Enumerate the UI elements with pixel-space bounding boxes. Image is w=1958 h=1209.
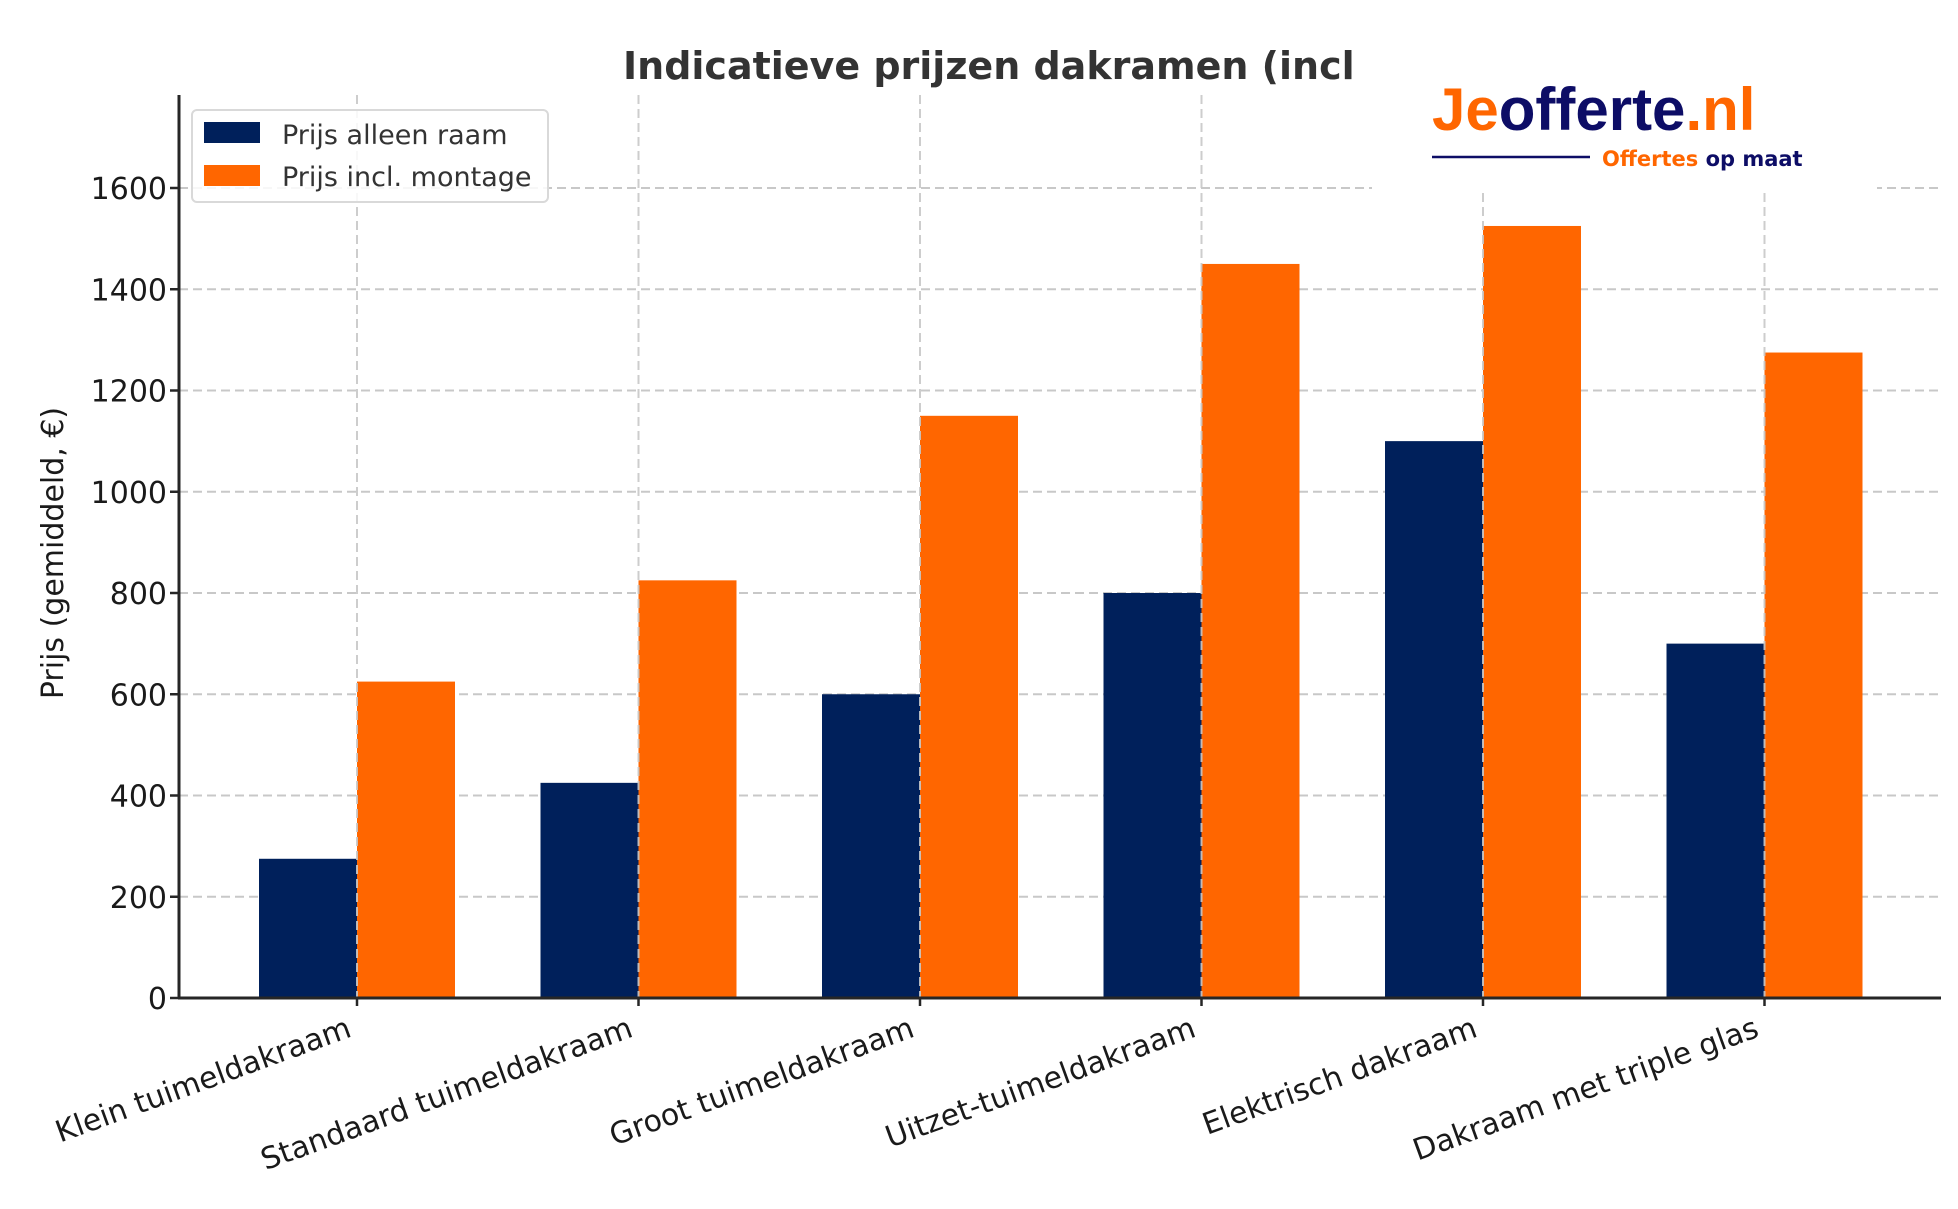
y-tick-label: 1000 [91, 476, 167, 511]
x-tick-label: Groot tuimeldakraam [605, 1011, 919, 1154]
legend-label-alleen-raam: Prijs alleen raam [282, 120, 508, 151]
logo-tagline-offertes: Offertes [1602, 147, 1698, 171]
y-ticks: 0 200 400 600 800 1000 1200 1400 1600 [91, 172, 179, 1017]
bar-incl-montage [1201, 263, 1300, 998]
legend-swatch-alleen-raam [204, 122, 260, 143]
y-tick-label: 400 [110, 780, 167, 815]
y-tick-label: 0 [148, 982, 167, 1017]
logo-text-je: Je [1432, 76, 1499, 143]
y-tick-label: 1400 [91, 273, 167, 308]
y-tick-label: 800 [110, 577, 167, 612]
bar-alleen-raam [822, 694, 920, 998]
bar-incl-montage [638, 580, 737, 998]
bar-incl-montage [1483, 225, 1581, 998]
bars [259, 225, 1863, 998]
logo-wordmark: Jeofferte.nl [1432, 76, 1755, 143]
legend-label-incl-montage: Prijs incl. montage [282, 162, 532, 193]
legend-box [191, 109, 549, 203]
y-tick-label: 1200 [91, 375, 167, 410]
bar-alleen-raam [259, 858, 357, 998]
y-axis-label: Prijs (gemiddeld, €) [36, 407, 71, 699]
jeofferte-logo: Jeofferte.nl Offertes op maat [1372, 62, 1877, 190]
y-tick-label: 600 [110, 678, 167, 713]
vertical-grid-lines [356, 95, 1766, 998]
logo-background [1372, 62, 1877, 190]
logo-tagline: Offertes op maat [1602, 147, 1803, 171]
legend: Prijs alleen raam Prijs incl. montage [191, 109, 549, 203]
bar-alleen-raam [1666, 643, 1765, 998]
axes [177, 95, 1941, 1000]
legend-swatch-incl-montage [204, 165, 260, 186]
logo-text-nl: .nl [1685, 76, 1755, 143]
logo-tagline-op-maat: op maat [1706, 147, 1803, 171]
logo-text-offerte: offerte [1499, 76, 1686, 143]
chart-title: Indicatieve prijzen dakramen (incl [623, 44, 1355, 88]
bar-incl-montage [1764, 352, 1863, 998]
x-tick-label: Elektrisch dakraam [1198, 1011, 1482, 1143]
bar-alleen-raam [1103, 593, 1202, 998]
y-tick-label: 1600 [91, 172, 167, 207]
bar-incl-montage [920, 415, 1018, 998]
bar-alleen-raam [1385, 441, 1483, 998]
bar-incl-montage [357, 681, 455, 998]
y-tick-label: 200 [110, 881, 167, 916]
x-tick-label: Uitzet-tuimeldakraam [881, 1011, 1200, 1156]
bar-alleen-raam [540, 782, 639, 998]
